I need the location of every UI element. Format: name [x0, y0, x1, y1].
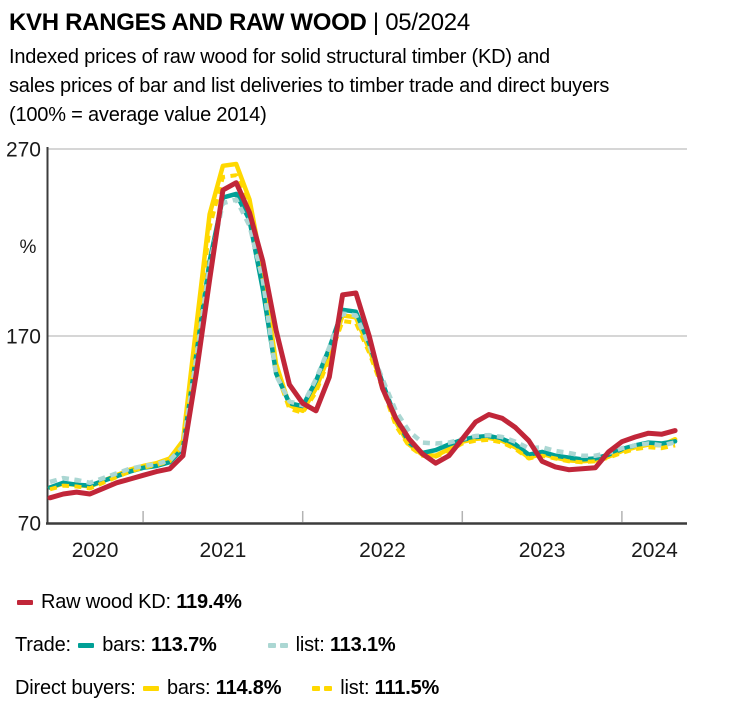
- x-tick-label-2022: 2022: [359, 539, 406, 562]
- trade-list-label: list:: [295, 633, 330, 656]
- price-index-chart: 70 170 270% 2020 2021 2022 2023 2024: [6, 140, 687, 562]
- subtitle: Indexed prices of raw wood for solid str…: [9, 43, 742, 130]
- x-tick-label-2023: 2023: [519, 539, 566, 562]
- y-tick-label-270: 270: [6, 140, 41, 162]
- direct-buyers-label: Direct buyers:: [15, 676, 141, 699]
- y-axis-unit-label: %: [20, 237, 37, 258]
- title-main: KVH RANGES AND RAW WOOD: [9, 9, 367, 36]
- direct-list-label: list:: [340, 676, 375, 699]
- trade-bars-label: bars:: [102, 633, 152, 656]
- trade-bars-line-swatch-icon: [78, 642, 95, 648]
- trade-list-dashes-swatch-icon: [267, 642, 288, 648]
- legend-row-direct-buyers: Direct buyers: bars: 114.8% list: 111.5%: [15, 677, 752, 699]
- series-line-raw-wood-kd: [47, 180, 678, 501]
- direct-list-value: 111.5%: [374, 676, 440, 699]
- y-tick-label-170: 170: [6, 326, 41, 349]
- y-tick-label-70: 70: [18, 513, 41, 536]
- trade-list-value: 113.1%: [329, 633, 396, 656]
- legend: Raw wood KD: 119.4% Trade: bars: 113.7% …: [0, 570, 752, 699]
- raw-wood-line-swatch-icon: [17, 599, 33, 605]
- legend-row-raw-wood: Raw wood KD: 119.4%: [15, 591, 752, 613]
- direct-bars-value: 114.8%: [215, 676, 282, 699]
- raw-wood-value: 119.4%: [176, 590, 242, 613]
- subtitle-line-2: sales prices of bar and list deliveries …: [9, 75, 610, 97]
- x-tick-label-2024: 2024: [631, 539, 678, 562]
- trade-label: Trade:: [15, 633, 77, 656]
- direct-bars-label: bars:: [166, 676, 216, 699]
- subtitle-line-3: (100% = average value 2014): [9, 104, 267, 126]
- series-line-trade-list: [49, 197, 676, 486]
- chart-area: 70 170 270% 2020 2021 2022 2023 2024: [0, 140, 752, 570]
- trade-bars-value: 113.7%: [151, 633, 217, 656]
- title-period: | 05/2024: [366, 9, 470, 36]
- report-header: KVH RANGES AND RAW WOOD | 05/2024 Indexe…: [0, 0, 752, 140]
- legend-row-trade: Trade: bars: 113.7% list: 113.1%: [15, 634, 752, 656]
- direct-bars-line-swatch-icon: [142, 685, 159, 691]
- x-tick-label-2020: 2020: [72, 539, 119, 562]
- series-line-direct-buyers-list: [49, 173, 676, 492]
- x-tick-label-2021: 2021: [200, 539, 247, 562]
- raw-wood-label: Raw wood KD:: [41, 590, 177, 613]
- direct-list-dashes-swatch-icon: [312, 685, 333, 691]
- subtitle-line-1: Indexed prices of raw wood for solid str…: [9, 46, 550, 68]
- page-title: KVH RANGES AND RAW WOOD | 05/2024: [9, 9, 742, 37]
